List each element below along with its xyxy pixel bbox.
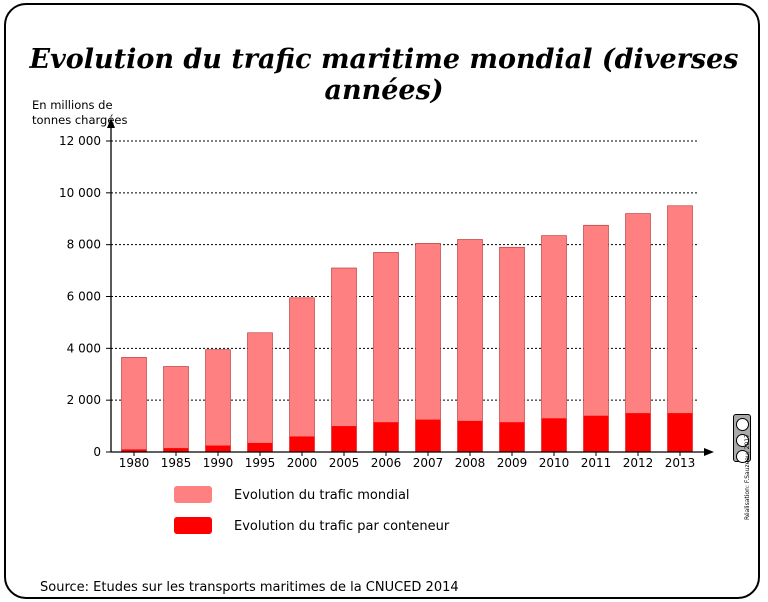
bar-world-2000 (289, 297, 315, 453)
y-tick-label: 6 000 (67, 290, 101, 304)
x-tick-label: 2000 (287, 456, 318, 470)
legend-label-2: Evolution du trafic par conteneur (234, 519, 450, 534)
bar-container-2009 (499, 422, 525, 452)
bar-container-2013 (667, 413, 693, 452)
bar-container-2006 (373, 422, 399, 452)
bar-world-2009 (499, 246, 525, 453)
cc-license-icon (733, 414, 751, 463)
x-tick-label: 2011 (581, 456, 612, 470)
x-tick-label: 2005 (329, 456, 360, 470)
bar-container-2008 (457, 420, 483, 452)
x-tick-label: 2013 (665, 456, 696, 470)
legend-swatch-2 (174, 517, 212, 534)
y-axis-label-line-1: En millions de (32, 98, 113, 112)
x-tick-label: 1995 (245, 456, 276, 470)
x-tick-label: 2008 (455, 456, 486, 470)
y-tick-label: 0 (93, 445, 101, 459)
bar-world-2005 (331, 267, 357, 453)
y-axis-label-line-2: tonnes chargées (32, 113, 128, 127)
bar-container-2005 (331, 426, 357, 452)
chart-title: Evolution du trafic maritime mondial (di… (29, 44, 739, 106)
legend-swatch-1 (174, 486, 212, 503)
x-tick-label: 2010 (539, 456, 570, 470)
legend-label-1: Evolution du trafic mondial (234, 488, 410, 503)
bar-world-1985 (163, 366, 189, 453)
bar-world-2011 (583, 224, 609, 453)
bar-world-2013 (667, 205, 693, 453)
bar-container-2010 (541, 418, 567, 452)
x-tick-label: 2007 (413, 456, 444, 470)
bar-world-2006 (373, 252, 399, 453)
bar-world-2008 (457, 239, 483, 453)
bar-world-1980 (121, 357, 147, 453)
y-tick-label: 4 000 (67, 341, 101, 355)
bar-world-1995 (247, 332, 273, 453)
bar-container-2012 (625, 413, 651, 452)
author-credit: Réalisation: F.Sauzeau, 2017 (744, 434, 751, 520)
bar-container-2011 (583, 415, 609, 452)
bar-world-2012 (625, 213, 651, 453)
bar-world-1990 (205, 349, 231, 453)
x-axis-arrow (704, 448, 714, 456)
bar-container-1985 (163, 448, 189, 452)
y-tick-label: 2 000 (67, 393, 101, 407)
bar-container-2000 (289, 436, 315, 452)
x-tick-label: 2009 (497, 456, 528, 470)
bar-container-2007 (415, 419, 441, 452)
y-tick-label: 8 000 (67, 238, 101, 252)
bar-container-1980 (121, 449, 147, 452)
y-tick-label: 10 000 (59, 186, 101, 200)
x-tick-label: 1990 (203, 456, 234, 470)
bar-container-1995 (247, 442, 273, 452)
bar-world-2007 (415, 243, 441, 453)
bar-container-1990 (205, 445, 231, 452)
x-tick-label: 2006 (371, 456, 402, 470)
y-axis-arrow (107, 118, 115, 128)
y-tick-label: 12 000 (59, 134, 101, 148)
x-tick-label: 2012 (623, 456, 654, 470)
x-tick-label: 1980 (119, 456, 150, 470)
x-tick-label: 1985 (161, 456, 192, 470)
source-note: Source: Etudes sur les transports mariti… (40, 580, 459, 595)
